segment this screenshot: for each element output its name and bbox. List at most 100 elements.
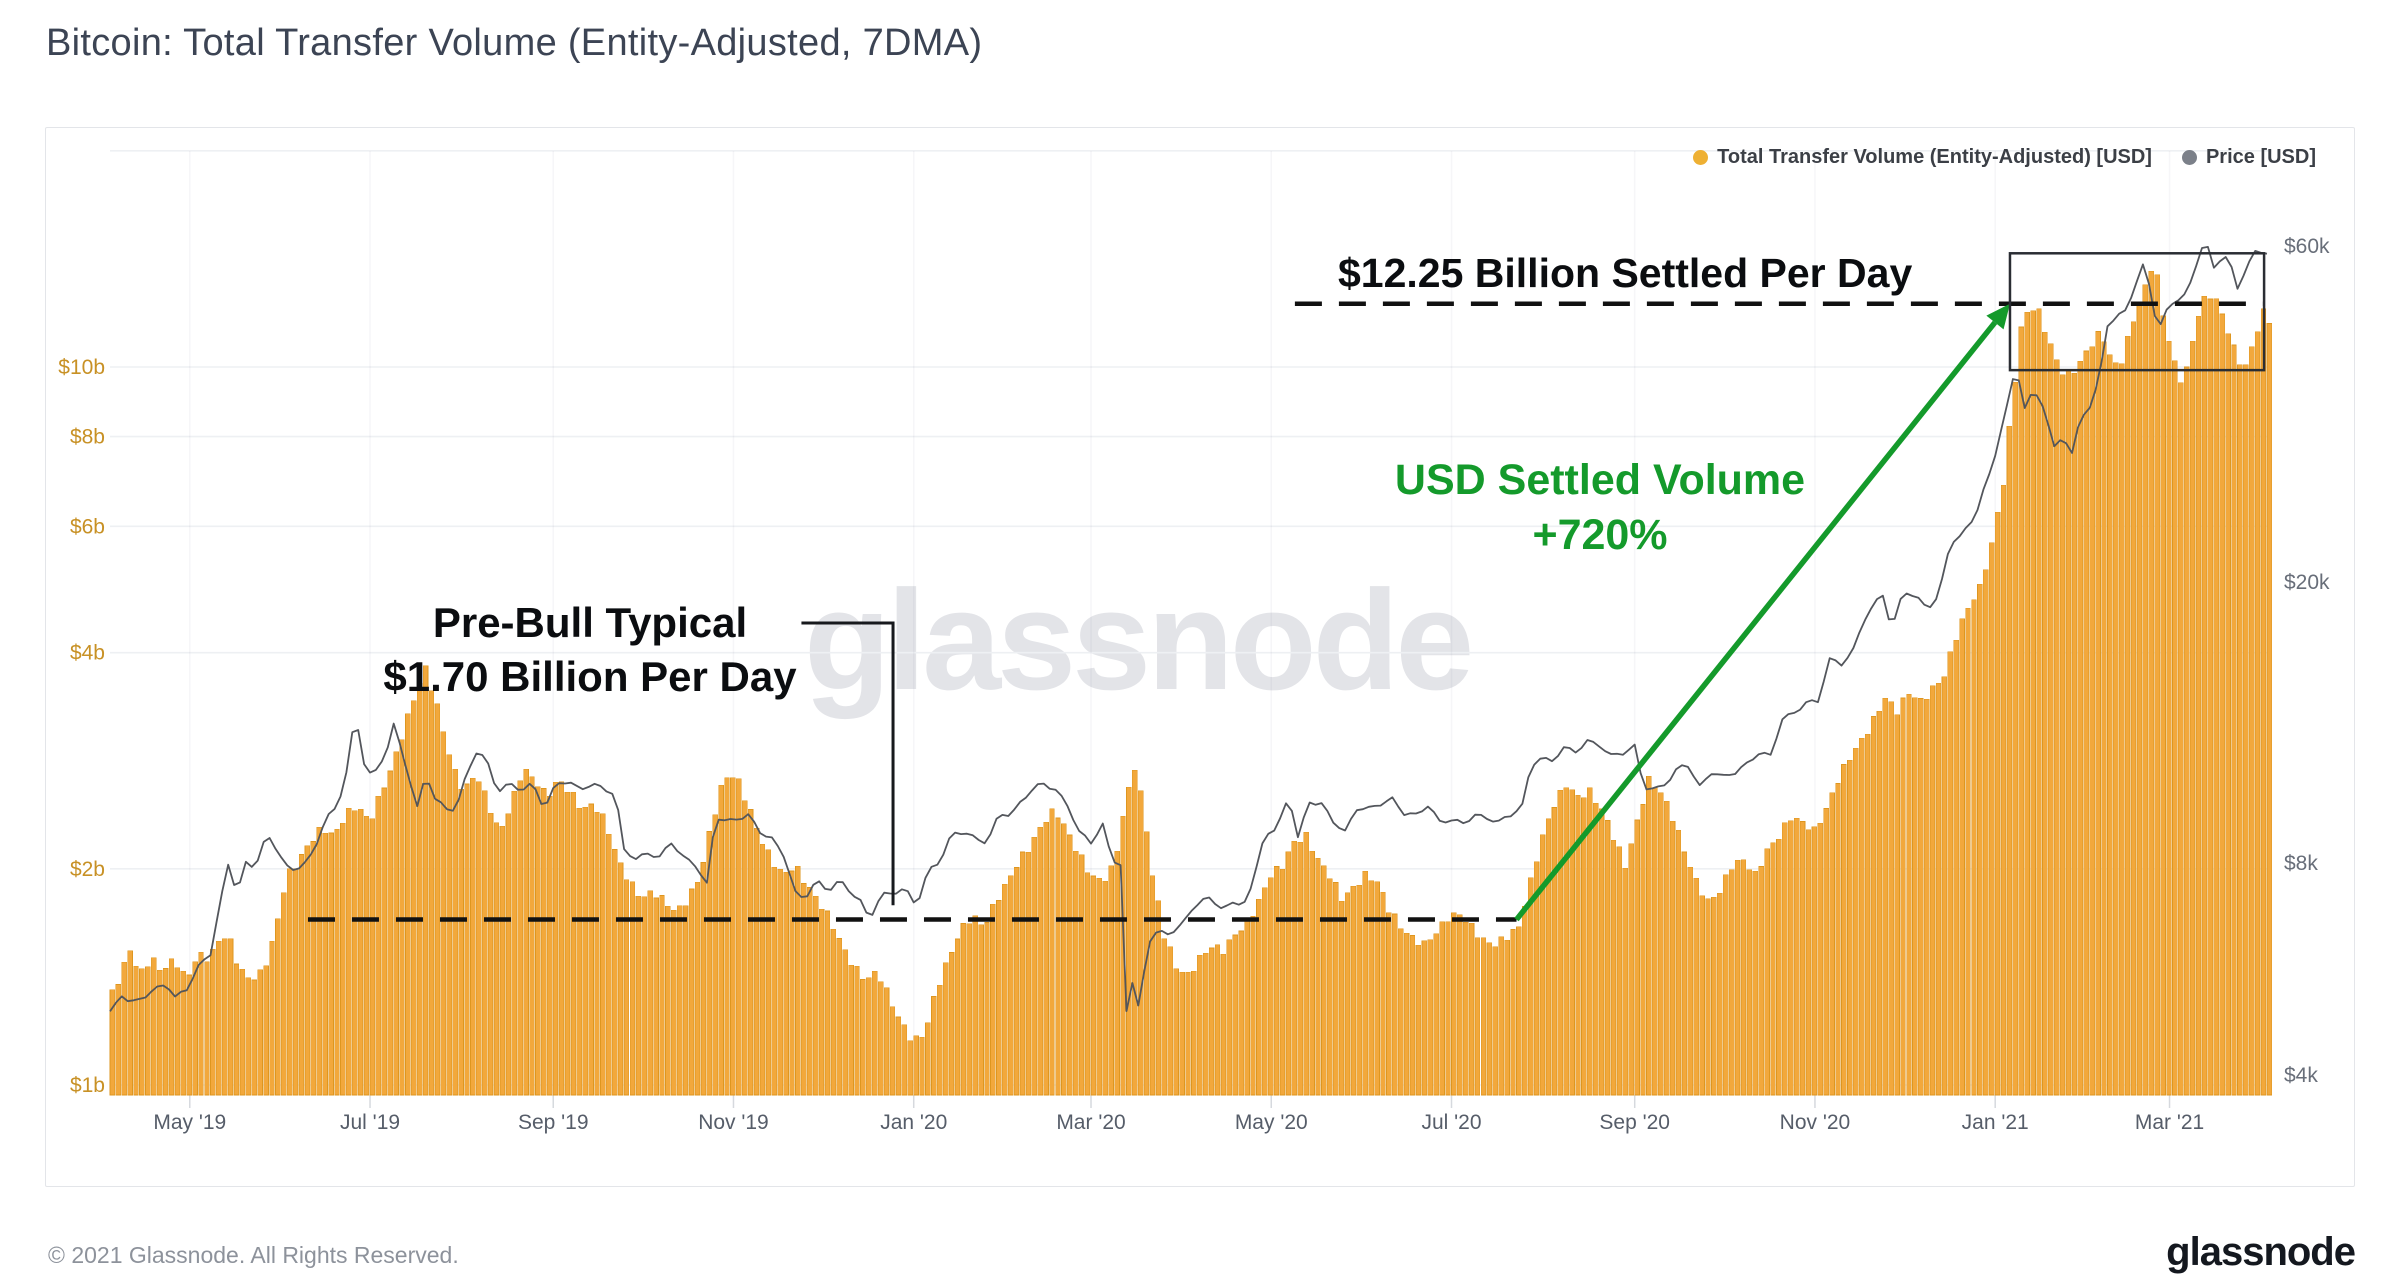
volume-bar (446, 754, 452, 1096)
legend-item-volume: Total Transfer Volume (Entity-Adjusted) … (1693, 146, 2152, 169)
chart-legend: Total Transfer Volume (Entity-Adjusted) … (1693, 146, 2316, 169)
volume-bar (818, 909, 825, 1096)
volume-bar (2054, 359, 2060, 1096)
volume-bar (2059, 374, 2066, 1096)
volume-bar (919, 1036, 925, 1096)
volume-bar (1084, 872, 1091, 1096)
volume-bar (1634, 819, 1640, 1096)
volume-bar (464, 783, 470, 1096)
volume-bar (1918, 698, 1924, 1096)
volume-bar (972, 915, 978, 1096)
volume-bar (913, 1035, 919, 1096)
volume-bar (1185, 972, 1191, 1096)
volume-bar (1214, 944, 1221, 1096)
volume-bar (659, 895, 665, 1096)
volume-bar (765, 849, 772, 1096)
volume-bar (162, 968, 169, 1096)
volume-bar (712, 814, 718, 1096)
y-axis-left-label: $2b (70, 858, 105, 881)
volume-bar (286, 868, 293, 1096)
volume-bar (145, 966, 151, 1096)
volume-bar (157, 969, 163, 1096)
volume-bar (706, 831, 713, 1096)
volume-bar (1717, 893, 1723, 1096)
volume-bar (2148, 271, 2154, 1096)
annotation-pre-bull-line2: $1.70 Billion Per Day (383, 652, 797, 700)
volume-bar (635, 896, 642, 1096)
volume-bar (1262, 887, 1268, 1096)
x-axis-label: Jan '20 (880, 1111, 947, 1134)
volume-bar (216, 941, 222, 1096)
volume-bar (931, 996, 937, 1096)
volume-bar (671, 910, 677, 1096)
volume-bar (517, 780, 523, 1096)
volume-bar (1321, 865, 1327, 1096)
volume-bar (1746, 869, 1753, 1096)
volume-bar (966, 923, 973, 1096)
volume-bar (2083, 350, 2089, 1096)
volume-bar (1989, 542, 1995, 1096)
volume-bar (730, 777, 736, 1096)
volume-bar (511, 790, 517, 1096)
volume-bar (1929, 685, 1936, 1096)
volume-bar (694, 881, 701, 1096)
volume-bar (2231, 344, 2237, 1096)
volume-bar (523, 768, 529, 1096)
volume-bar (1522, 905, 1528, 1096)
volume-bar (1415, 945, 1422, 1096)
x-axis-label: Jul '20 (1421, 1111, 1481, 1134)
volume-bar (812, 895, 819, 1096)
volume-bar (257, 969, 263, 1096)
volume-bar (2124, 336, 2131, 1096)
volume-bar (127, 950, 133, 1096)
volume-bar (2136, 302, 2143, 1096)
volume-bar (1362, 870, 1369, 1096)
volume-bar (1610, 839, 1617, 1096)
volume-bar (1126, 786, 1132, 1096)
footer-copyright: © 2021 Glassnode. All Rights Reserved. (48, 1242, 459, 1268)
volume-bar (1823, 808, 1829, 1096)
volume-bar (1669, 820, 1676, 1096)
volume-bar (458, 788, 464, 1096)
volume-bar (1007, 875, 1014, 1096)
volume-bar (2219, 313, 2225, 1096)
y-axis-right-label: $8k (2284, 852, 2318, 875)
volume-bar (1344, 892, 1351, 1096)
volume-bar (1498, 936, 1504, 1096)
volume-bar (1220, 954, 1227, 1096)
volume-bar (109, 989, 116, 1096)
volume-bar (795, 866, 801, 1096)
volume-bar (866, 977, 872, 1096)
volume-bar (600, 813, 606, 1096)
volume-bar (393, 751, 399, 1096)
volume-bar (1906, 693, 1912, 1096)
y-axis-right-label: $60k (2284, 235, 2330, 258)
volume-bar (139, 968, 145, 1096)
volume-bar (210, 948, 216, 1096)
volume-bar (2225, 333, 2231, 1096)
volume-bar (647, 890, 653, 1096)
volume-bar (1705, 898, 1711, 1096)
volume-bar (576, 807, 583, 1096)
volume-bar (1971, 599, 1977, 1096)
volume-bar (1870, 716, 1877, 1096)
volume-bar (700, 862, 707, 1096)
glassnode-watermark: glassnode (804, 561, 1474, 720)
volume-bar (1847, 759, 1853, 1096)
volume-bar (1149, 875, 1156, 1096)
volume-bar (1368, 880, 1374, 1096)
volume-bar (948, 952, 955, 1096)
volume-bar (1510, 929, 1516, 1096)
volume-bar (535, 786, 541, 1096)
volume-bar (617, 862, 624, 1096)
y-axis-left-label: $4b (70, 642, 105, 665)
volume-bar (1788, 820, 1794, 1096)
volume-bar (411, 700, 417, 1096)
volume-bar (564, 791, 571, 1096)
volume-bar (2189, 340, 2196, 1096)
volume-bar (487, 813, 494, 1096)
volume-bar (1994, 511, 2001, 1096)
chart-plot: May '19 Jul '19 Sep '19 Nov '19 Jan '20 Mar '… (58, 150, 2330, 1134)
volume-bar (1031, 836, 1038, 1096)
volume-bar (883, 987, 890, 1096)
